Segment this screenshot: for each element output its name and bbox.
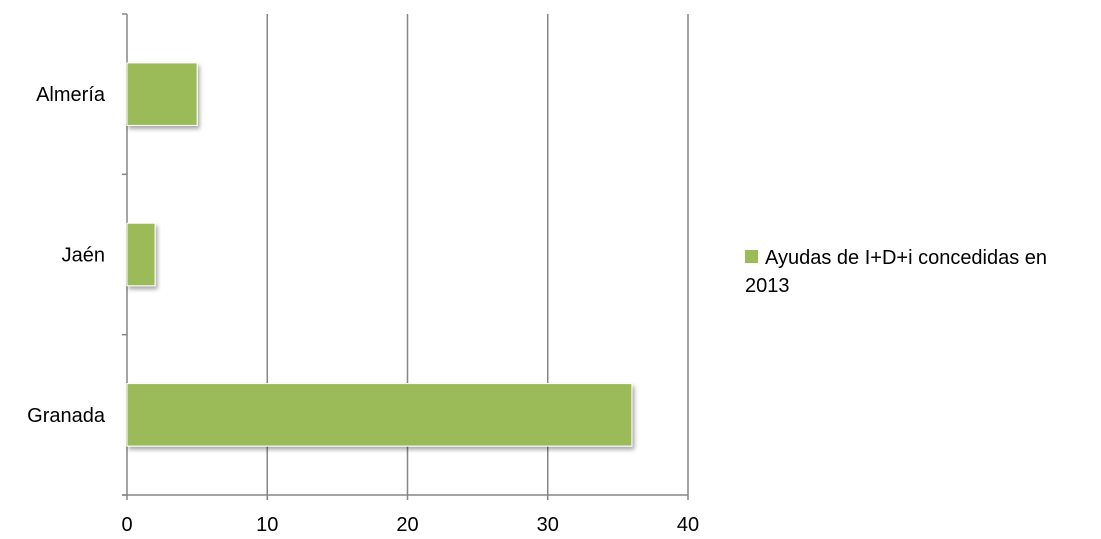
legend-swatch xyxy=(745,250,758,263)
bar xyxy=(126,383,633,447)
x-tick-label: 0 xyxy=(121,514,132,536)
x-tick-label: 40 xyxy=(677,514,699,536)
bar xyxy=(126,62,198,126)
y-category-label: Jaén xyxy=(62,245,105,267)
x-tick-label: 30 xyxy=(537,514,559,536)
legend-label: Ayudas de I+D+i concedidas en 2013 xyxy=(745,247,1048,297)
x-tick-label: 20 xyxy=(396,514,418,536)
bar xyxy=(126,222,156,287)
y-category-label: Granada xyxy=(27,405,106,427)
y-category-label: Almería xyxy=(36,84,106,106)
legend: Ayudas de I+D+i concedidas en 2013 xyxy=(745,244,1095,300)
axis-labels: 0 10 20 30 40 Granada Jaén Almería xyxy=(27,84,699,536)
x-tick-label: 10 xyxy=(256,514,278,536)
bars xyxy=(126,62,633,447)
